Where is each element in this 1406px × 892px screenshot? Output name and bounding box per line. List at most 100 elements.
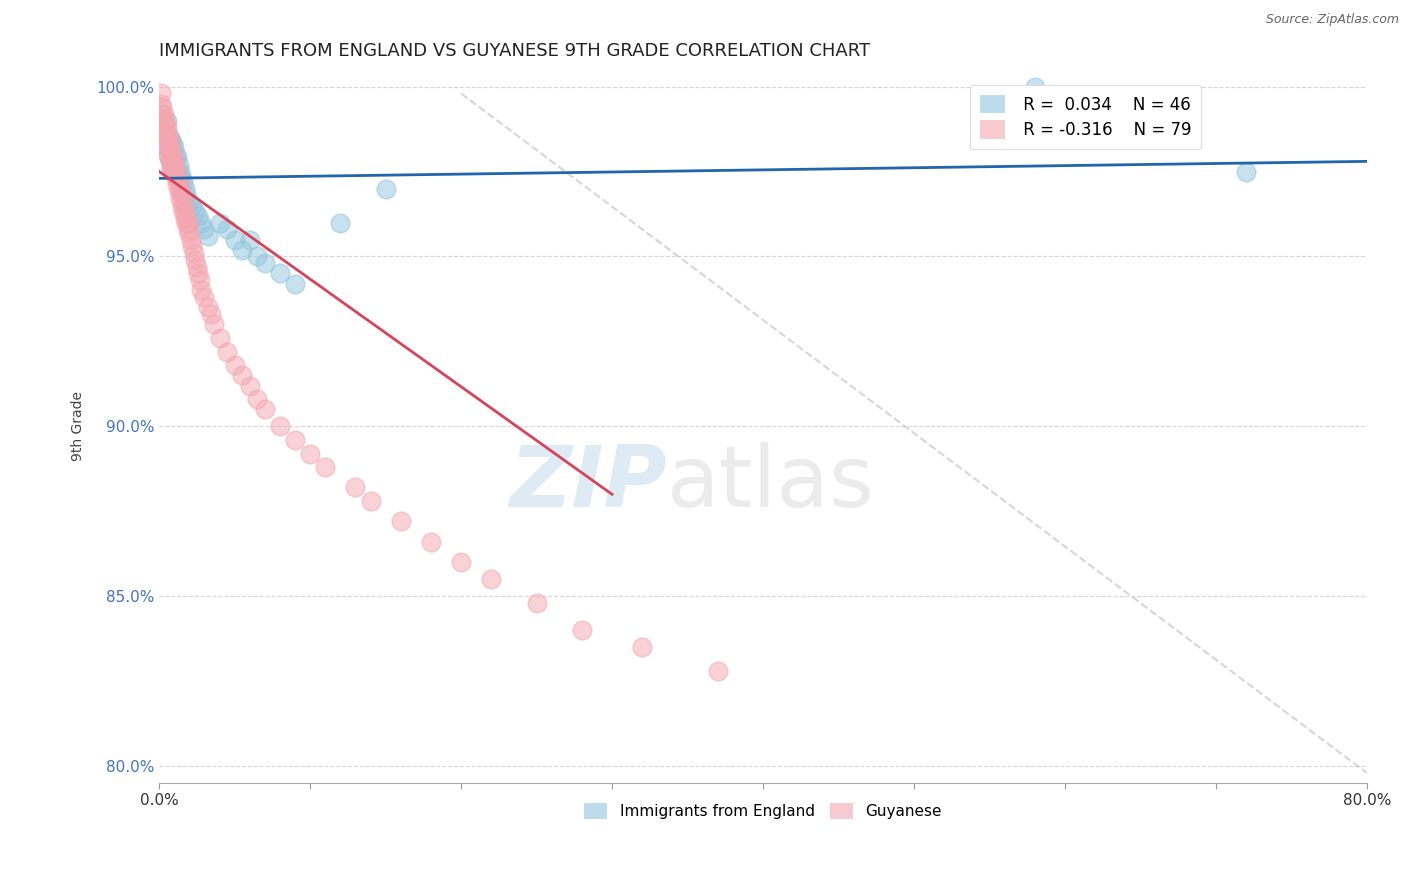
Point bbox=[160, 161, 183, 176]
Point bbox=[156, 120, 179, 135]
Point bbox=[186, 260, 208, 274]
Point bbox=[360, 494, 382, 508]
Point bbox=[155, 113, 177, 128]
Point bbox=[269, 267, 291, 281]
Point bbox=[179, 215, 201, 229]
Point bbox=[176, 215, 198, 229]
Point bbox=[284, 433, 307, 447]
Point bbox=[155, 134, 177, 148]
Point bbox=[165, 161, 187, 176]
Point bbox=[231, 368, 253, 383]
Point bbox=[631, 640, 654, 655]
Point bbox=[208, 331, 231, 345]
Point bbox=[155, 130, 177, 145]
Point bbox=[156, 113, 179, 128]
Point bbox=[166, 168, 188, 182]
Point bbox=[165, 147, 187, 161]
Point bbox=[149, 87, 172, 101]
Point bbox=[152, 107, 174, 121]
Point bbox=[167, 158, 190, 172]
Point bbox=[172, 195, 194, 210]
Point bbox=[217, 344, 239, 359]
Point bbox=[159, 154, 181, 169]
Point bbox=[157, 147, 180, 161]
Text: atlas: atlas bbox=[666, 442, 875, 524]
Point bbox=[155, 120, 177, 135]
Point bbox=[167, 175, 190, 189]
Point bbox=[169, 181, 191, 195]
Point bbox=[165, 161, 187, 176]
Point bbox=[155, 127, 177, 141]
Point bbox=[224, 233, 246, 247]
Point bbox=[167, 185, 190, 199]
Point bbox=[526, 596, 548, 610]
Point bbox=[169, 164, 191, 178]
Point bbox=[150, 100, 173, 114]
Point bbox=[150, 113, 173, 128]
Point bbox=[163, 154, 186, 169]
Point bbox=[165, 171, 187, 186]
Point bbox=[160, 151, 183, 165]
Point bbox=[162, 137, 184, 152]
Point bbox=[197, 229, 219, 244]
Point bbox=[172, 205, 194, 219]
Point bbox=[152, 113, 174, 128]
Point bbox=[150, 113, 173, 128]
Point bbox=[172, 175, 194, 189]
Point bbox=[163, 164, 186, 178]
Point bbox=[190, 215, 212, 229]
Point bbox=[284, 277, 307, 291]
Point bbox=[187, 209, 209, 223]
Point bbox=[1234, 164, 1257, 178]
Point bbox=[156, 137, 179, 152]
Point bbox=[156, 141, 179, 155]
Point bbox=[152, 120, 174, 135]
Point bbox=[160, 141, 183, 155]
Point bbox=[202, 318, 225, 332]
Point bbox=[217, 222, 239, 236]
Point bbox=[299, 446, 322, 460]
Point bbox=[156, 130, 179, 145]
Text: IMMIGRANTS FROM ENGLAND VS GUYANESE 9TH GRADE CORRELATION CHART: IMMIGRANTS FROM ENGLAND VS GUYANESE 9TH … bbox=[159, 42, 870, 60]
Point bbox=[159, 154, 181, 169]
Point bbox=[187, 267, 209, 281]
Point bbox=[162, 147, 184, 161]
Point bbox=[166, 151, 188, 165]
Point bbox=[329, 215, 352, 229]
Point bbox=[159, 134, 181, 148]
Point bbox=[269, 419, 291, 434]
Point bbox=[188, 273, 211, 287]
Point bbox=[157, 147, 180, 161]
Point bbox=[163, 141, 186, 155]
Point bbox=[374, 181, 396, 195]
Point bbox=[170, 188, 193, 202]
Point bbox=[163, 154, 186, 169]
Legend: Immigrants from England, Guyanese: Immigrants from England, Guyanese bbox=[578, 797, 948, 825]
Point bbox=[170, 198, 193, 212]
Point bbox=[173, 212, 195, 227]
Point bbox=[166, 178, 188, 193]
Point bbox=[159, 144, 181, 158]
Point bbox=[150, 107, 173, 121]
Point bbox=[181, 239, 204, 253]
Point bbox=[200, 307, 222, 321]
Point bbox=[176, 209, 198, 223]
Point bbox=[166, 168, 188, 182]
Point bbox=[162, 158, 184, 172]
Point bbox=[208, 215, 231, 229]
Point bbox=[193, 222, 215, 236]
Point bbox=[179, 226, 201, 240]
Point bbox=[180, 233, 202, 247]
Point bbox=[169, 192, 191, 206]
Point bbox=[152, 120, 174, 135]
Point bbox=[173, 181, 195, 195]
Point bbox=[159, 130, 181, 145]
Point bbox=[239, 378, 262, 392]
Point bbox=[184, 252, 207, 267]
Point bbox=[231, 243, 253, 257]
Point bbox=[253, 256, 276, 270]
Point bbox=[571, 623, 593, 637]
Point bbox=[149, 96, 172, 111]
Point bbox=[344, 481, 367, 495]
Point bbox=[253, 402, 276, 417]
